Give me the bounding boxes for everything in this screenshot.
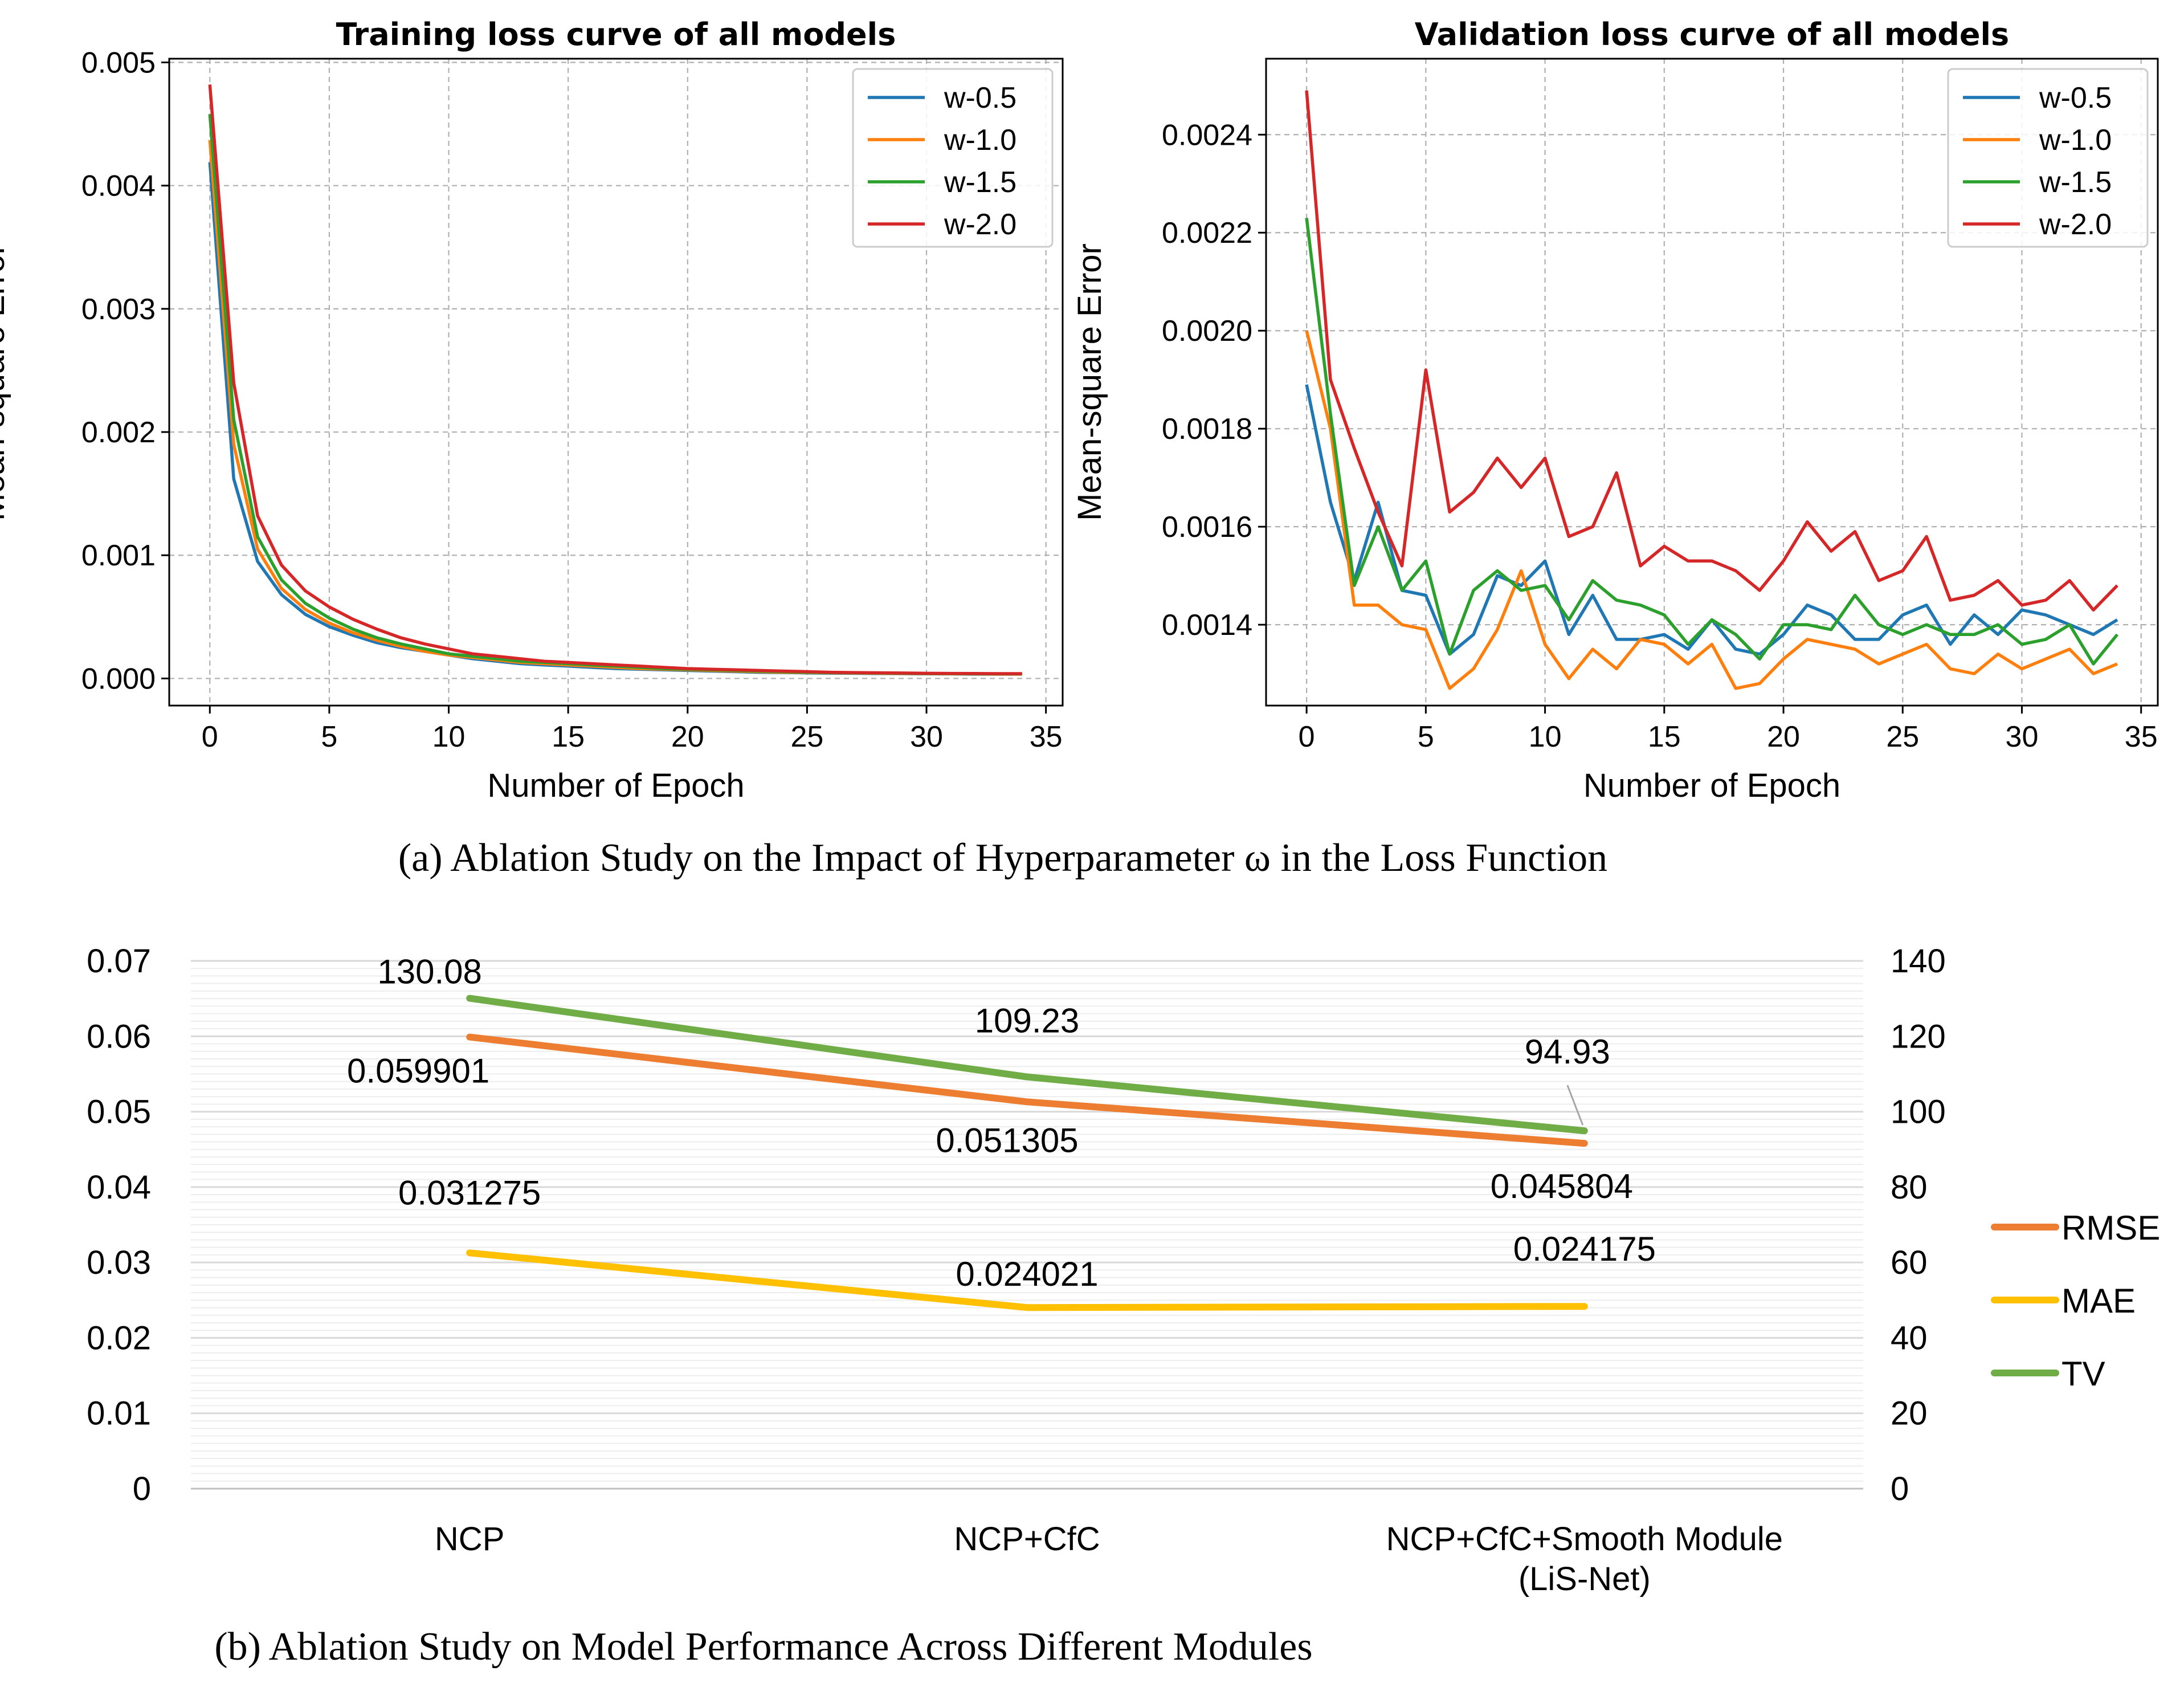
chart1-xtick-label: 30 [2006,720,2039,753]
chart2-ytick-label: 0.04 [87,1169,151,1206]
chart0-ytick-label: 0.005 [81,46,156,79]
chart1-xtick-label: 15 [1648,720,1681,753]
chart0-ytick-label: 0.002 [81,416,156,449]
chart2-ytick-label: 0.02 [87,1319,151,1356]
chart1-xtick-label: 20 [1767,720,1800,753]
chart1-series-w-1.5 [1305,218,2119,666]
chart2-data-label-RMSE: 0.051305 [936,1121,1078,1159]
chart1-legend-label: w-0.5 [2039,81,2112,115]
chart1-xtick-label: 10 [1529,720,1562,753]
chart0-title: Training loss curve of all models [336,17,896,52]
chart1-ytick-label: 0.0018 [1162,413,1252,446]
chart2-data-label-MAE: 0.024175 [1513,1230,1656,1268]
chart2-legend-label: MAE [2061,1282,2136,1320]
chart2-category-label: NCP+CfC+Smooth Module [1386,1521,1783,1558]
chart2-ytick-label: 0.05 [87,1094,151,1131]
chart0-legend-label: w-2.0 [944,208,1017,241]
chart2-y2tick-label: 80 [1891,1169,1928,1206]
chart2-series-TV [466,995,1588,1135]
chart0-xtick-label: 20 [671,720,704,753]
chart2-data-label-RMSE: 0.059901 [347,1052,489,1090]
chart0-xtick-label: 25 [790,720,823,753]
chart1-series-w-1.0 [1305,330,2118,690]
chart1-ytick-label: 0.0014 [1162,609,1252,642]
chart1-xtick-label: 35 [2125,720,2158,753]
chart1-series-w-2.0 [1305,90,2118,612]
chart2-category-label: NCP+CfC [954,1521,1100,1558]
chart2-category-label: NCP [435,1521,504,1558]
chart0-ytick-label: 0.000 [81,662,156,695]
chart1-ytick-label: 0.0016 [1162,511,1252,544]
validation-loss-chart: 0 5 10 15 20 25 30 35 0.0014 0.0016 0.0018 0.0020 0.… [1071,17,2159,804]
chart0-legend-label: w-1.5 [944,166,1017,199]
chart2-ytick-label: 0.07 [87,943,151,980]
chart1-ytick-label: 0.0022 [1162,217,1252,250]
chart0-xtick-label: 0 [202,720,218,753]
chart1-xtick-label: 0 [1299,720,1315,753]
chart0-xtick-label: 15 [552,720,585,753]
chart2-y2tick-label: 20 [1891,1395,1928,1432]
training-loss-chart: 0 5 10 15 20 25 30 35 0.000 0.001 0.002 0.003 0.004 0… [0,17,1064,804]
chart0-xtick-label: 10 [432,720,466,753]
chart2-ytick-label: 0.06 [87,1018,151,1055]
chart2-data-label-TV: 109.23 [975,1002,1080,1040]
chart2-legend-label: TV [2061,1355,2105,1393]
chart1-ytick-label: 0.0020 [1162,315,1252,348]
chart1-xlabel: Number of Epoch [1583,767,1840,804]
caption-a: (a) Ablation Study on the Impact of Hype… [398,836,1607,880]
chart0-xtick-label: 30 [910,720,943,753]
chart1-ytick-label: 0.0024 [1162,119,1252,152]
ablation-modules-chart: 0 0.01 0.02 0.03 0.04 0.05 0.06 0.07 0 20 40 60 80 10… [87,943,2160,1598]
chart2-y2tick-label: 0 [1891,1470,1909,1507]
chart2-y2tick-label: 40 [1891,1319,1928,1356]
chart0-legend-label: w-1.0 [944,124,1017,157]
chart0-frame [168,58,1064,707]
chart2-data-label-TV: 130.08 [377,953,482,991]
chart2-data-label-TV: 94.93 [1525,1033,1610,1071]
chart2-y2tick-label: 100 [1891,1094,1946,1131]
chart0-series-w-2.0 [208,84,1022,675]
chart2-series-MAE [466,1249,1588,1311]
chart2-y2tick-label: 60 [1891,1244,1928,1281]
chart0-xlabel: Number of Epoch [487,767,744,804]
chart2-data-label-MAE: 0.031275 [398,1173,541,1212]
chart2-leader-line [1566,1085,1584,1126]
chart2-data-label-MAE: 0.024021 [956,1255,1098,1293]
chart2-y2tick-label: 120 [1891,1018,1946,1055]
chart0-xtick-label: 35 [1030,720,1063,753]
chart2-category-label: (LiS-Net) [1518,1560,1651,1598]
chart0-legend-label: w-0.5 [944,81,1017,115]
chart2-ytick-label: 0 [133,1470,151,1507]
chart1-legend-box [1947,68,2149,248]
chart0-ytick-label: 0.003 [81,293,156,326]
chart2-y2tick-label: 140 [1891,943,1946,980]
chart2-series-RMSE [466,1033,1588,1147]
chart1-frame [1265,58,2159,707]
caption-b: (b) Ablation Study on Model Performance … [214,1625,1312,1669]
chart0-xtick-label: 5 [321,720,337,753]
chart1-legend-label: w-2.0 [2039,208,2112,241]
chart0-ylabel: Mean-square Error [0,243,11,521]
chart1-xtick-label: 5 [1418,720,1434,753]
chart2-legend-label: RMSE [2061,1209,2160,1247]
chart2-data-label-RMSE: 0.045804 [1491,1167,1633,1205]
chart1-legend-label: w-1.5 [2039,166,2112,199]
chart1-xtick-label: 25 [1886,720,1919,753]
chart0-ytick-label: 0.001 [81,539,156,572]
chart0-ytick-label: 0.004 [81,170,156,203]
chart1-ylabel: Mean-square Error [1071,243,1108,521]
chart1-legend-label: w-1.0 [2039,124,2112,157]
chart2-ytick-label: 0.03 [87,1244,151,1281]
chart1-series-w-0.5 [1305,384,2118,656]
chart1-title: Validation loss curve of all models [1415,17,2009,52]
chart2-ytick-label: 0.01 [87,1395,151,1432]
chart0-legend-box [852,68,1054,248]
